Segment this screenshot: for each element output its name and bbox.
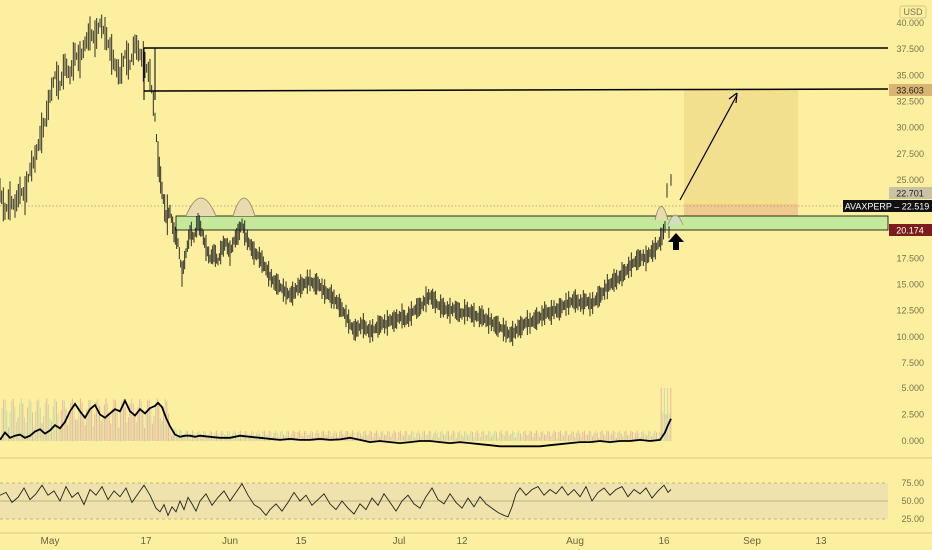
volume-pane — [0, 388, 672, 448]
projection-arrow-head — [728, 92, 738, 104]
time-tick-label: 16 — [658, 536, 670, 547]
volume-ma-line — [0, 398, 672, 448]
price-tick-label: 27.500 — [896, 149, 924, 159]
rsi-tick-label: 25.00 — [901, 514, 924, 524]
double-top-arc-1 — [185, 197, 217, 217]
up-arrow-icon — [668, 233, 684, 250]
rsi-tick-label: 50.00 — [901, 496, 924, 506]
projection-arrow-line — [679, 94, 738, 201]
price-tick-label: 12.500 — [896, 306, 924, 316]
price-tick-label: 7.500 — [901, 358, 924, 368]
price-tick-label: 15.000 — [896, 280, 924, 290]
price-tick-label: 10.000 — [896, 332, 924, 342]
support-price-text: 20.174 — [896, 226, 924, 236]
price-tick-label: 37.500 — [896, 44, 924, 54]
price-tick-label: 17.500 — [896, 253, 924, 263]
time-tick-label: 15 — [295, 536, 307, 547]
currency-badge[interactable] — [899, 5, 927, 19]
high-price-tag — [889, 187, 932, 199]
support-zone-band[interactable] — [175, 215, 889, 231]
price-series — [0, 14, 672, 346]
time-tick-label: Jun — [222, 536, 238, 547]
rsi-line — [0, 482, 672, 518]
retest-arc-2 — [667, 214, 684, 226]
volume-tick-label: 2.500 — [901, 410, 924, 420]
time-tick-label: Sep — [743, 536, 761, 547]
rsi-series — [0, 482, 672, 518]
currency-label: USD — [903, 7, 923, 17]
time-tick-label: Aug — [566, 536, 584, 547]
double-top-arc-2 — [232, 197, 256, 217]
target-price-text: 33.603 — [896, 86, 924, 96]
price-tick-label: 35.000 — [896, 70, 924, 80]
price-tick-label: 32.500 — [896, 96, 924, 106]
target-price-tag — [889, 84, 932, 96]
support-price-tag — [889, 224, 932, 236]
symbol-tag[interactable] — [843, 200, 932, 212]
price-tick-label: 25.000 — [896, 175, 924, 185]
last-price-value: 22.519 — [902, 202, 930, 212]
time-tick-label: Jul — [393, 536, 406, 547]
volume-tick-label: 5.000 — [901, 383, 924, 393]
time-tick-label: 13 — [815, 536, 827, 547]
rsi-tick-label: 75.00 — [901, 478, 924, 488]
price-tick-label: 30.000 — [896, 123, 924, 133]
symbol-dash: – — [892, 202, 902, 212]
symbol-name: AVAXPERP — [845, 202, 892, 212]
high-price-text: 22.701 — [896, 189, 924, 199]
symbol-tag-text: AVAXPERP – 22.519 — [845, 202, 930, 212]
time-tick-label: May — [41, 536, 60, 547]
price-tick-label: 40.000 — [896, 18, 924, 28]
resistance-line-target[interactable] — [143, 88, 889, 92]
time-axis[interactable]: May 17 Jun 15 Jul 12 Aug 16 Sep 13 — [41, 536, 827, 547]
volume-tick-label: 0.000 — [901, 436, 924, 446]
retest-arc — [654, 206, 669, 221]
time-tick-label: 12 — [456, 536, 468, 547]
time-tick-label: 17 — [140, 536, 152, 547]
